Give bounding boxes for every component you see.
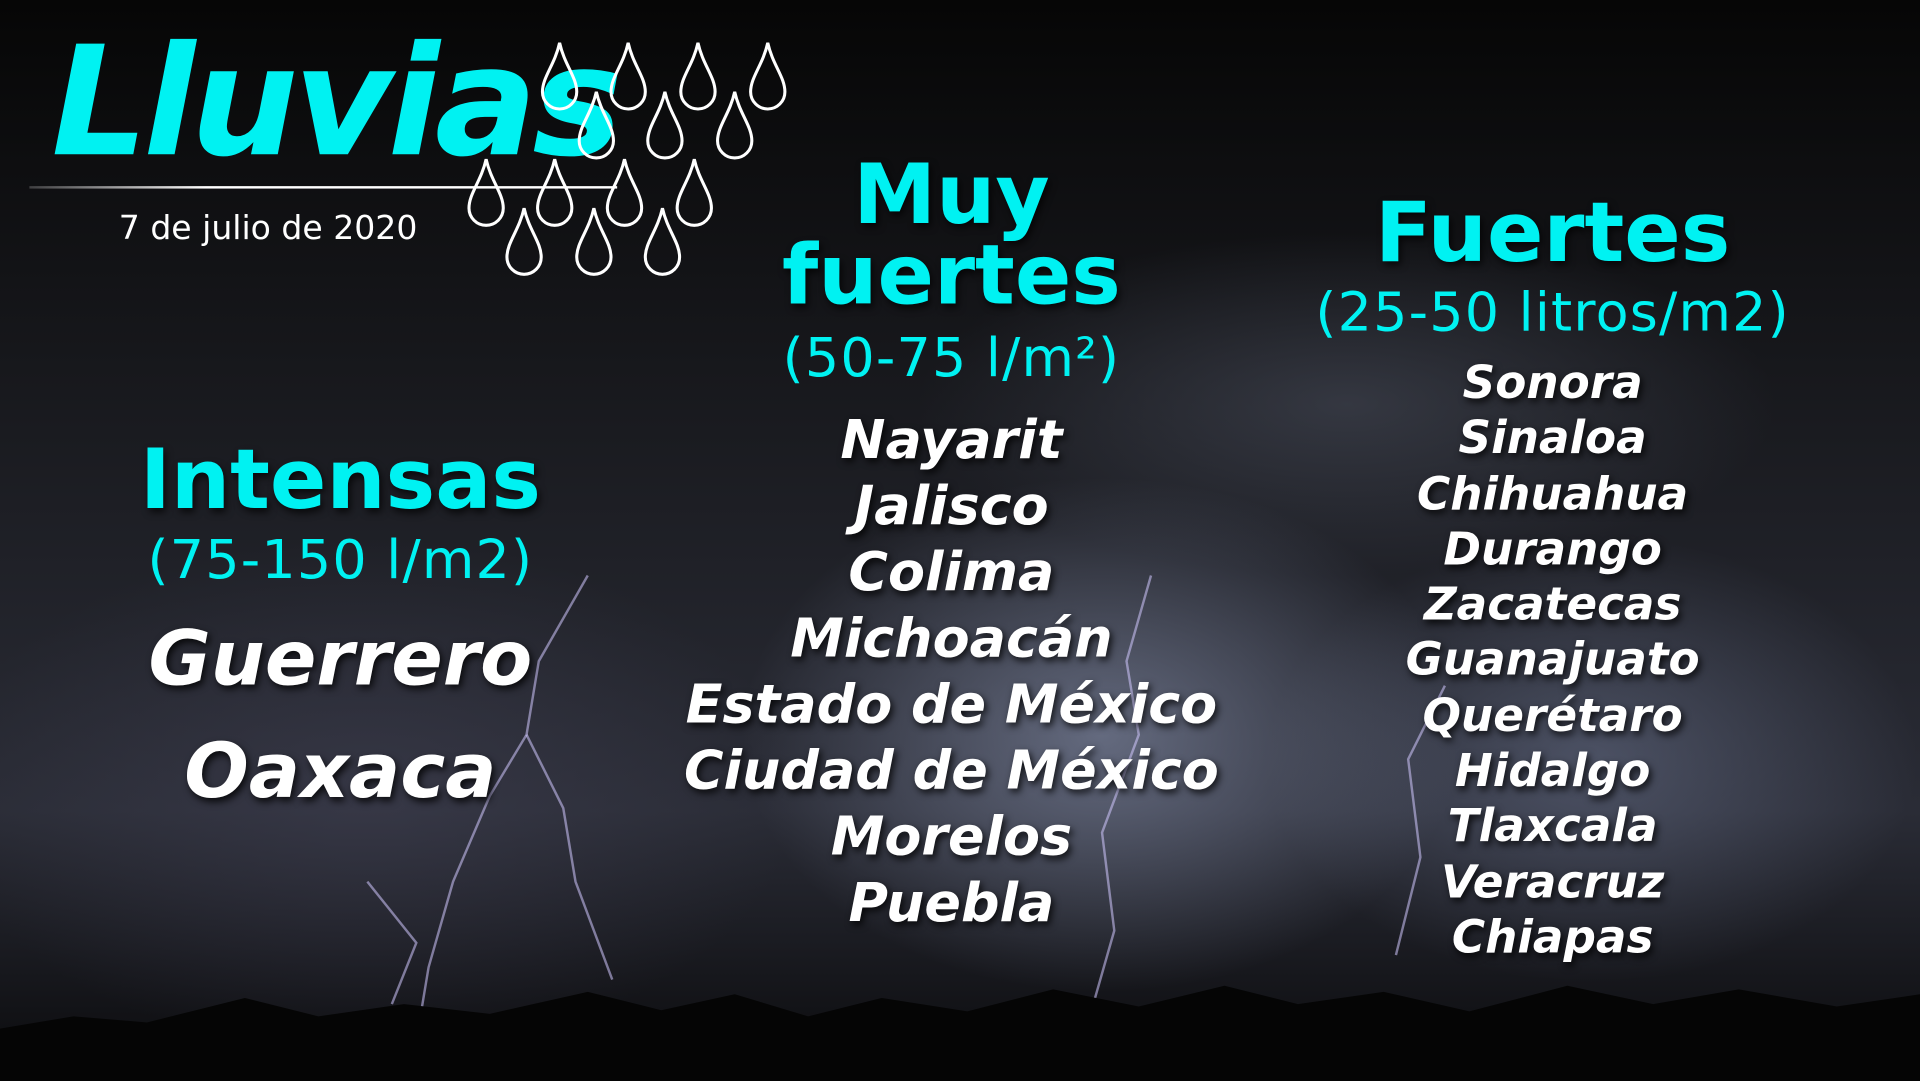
- column-muy-fuertes: Muy fuertes (50-75 l/m²) Nayarit Jalisco C…: [684, 146, 1219, 937]
- raindrop-icon: [675, 158, 713, 227]
- state-item: Puebla: [848, 871, 1055, 935]
- raindrop-icon: [679, 42, 717, 111]
- column-range: (50-75 l/m²): [782, 326, 1121, 390]
- title-divider: [29, 186, 618, 189]
- state-item: Morelos: [830, 805, 1073, 869]
- raindrop-icon: [605, 158, 644, 227]
- state-item: Guerrero: [148, 613, 533, 703]
- state-item: Tlaxcala: [1447, 800, 1658, 853]
- raindrop-icon: [505, 207, 543, 276]
- state-item: Durango: [1443, 522, 1662, 576]
- raindrop-icon: [749, 42, 787, 111]
- state-item: Jalisco: [854, 475, 1049, 538]
- column-heading: Fuertes: [1374, 184, 1731, 282]
- column-heading: fuertes: [781, 227, 1121, 325]
- state-item: Colima: [848, 541, 1055, 604]
- state-item: Zacatecas: [1423, 578, 1682, 631]
- column-heading: Muy: [853, 146, 1050, 244]
- raindrop-icon: [467, 158, 505, 227]
- state-item: Guanajuato: [1405, 633, 1700, 687]
- column-intensas: Intensas (75-150 l/m2) Guerrero Oaxaca: [139, 432, 541, 828]
- raindrop-icon: [643, 207, 682, 276]
- state-item: Estado de México: [685, 673, 1218, 736]
- raindrop-icon: [575, 207, 613, 276]
- column-heading: Intensas: [139, 432, 541, 529]
- date-label: 7 de julio de 2020: [118, 209, 418, 248]
- state-item: Hidalgo: [1454, 744, 1651, 798]
- raindrop-icon: [646, 91, 684, 160]
- state-item: Querétaro: [1422, 689, 1683, 742]
- state-item: Veracruz: [1441, 855, 1665, 909]
- raindrop-icon: [716, 91, 754, 160]
- column-range: (25-50 litros/m2): [1315, 281, 1790, 345]
- state-item: Ciudad de México: [684, 739, 1219, 803]
- page-title: Lluvias: [51, 14, 622, 192]
- raindrops-icon: [467, 42, 787, 276]
- state-item: Sinaloa: [1458, 411, 1647, 465]
- state-list: Nayarit Jalisco Colima Michoacán Estado de M…: [684, 408, 1219, 937]
- raindrop-icon: [577, 91, 616, 160]
- raindrop-icon: [536, 158, 574, 227]
- state-item: Chiapas: [1451, 910, 1654, 964]
- state-item: Oaxaca: [184, 726, 497, 816]
- state-list: Guerrero Oaxaca: [140, 602, 541, 827]
- raindrop-icon: [609, 42, 647, 111]
- column-range: (75-150 l/m2): [147, 528, 534, 592]
- column-fuertes: Fuertes (25-50 litros/m2) Sonora Sinaloa C…: [1315, 184, 1790, 965]
- treeline-silhouette: [0, 985, 1920, 1081]
- lightning-bolts: [366, 574, 1446, 1042]
- raindrop-icon: [540, 42, 579, 111]
- state-list: Sonora Sinaloa Chihuahua Durango Zacatecas Gu…: [1315, 355, 1790, 965]
- state-item: Michoacán: [790, 607, 1113, 670]
- state-item: Chihuahua: [1417, 467, 1689, 520]
- state-item: Nayarit: [840, 408, 1063, 472]
- state-item: Sonora: [1462, 356, 1643, 409]
